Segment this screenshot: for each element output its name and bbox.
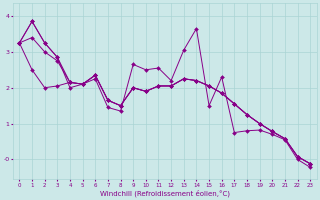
X-axis label: Windchill (Refroidissement éolien,°C): Windchill (Refroidissement éolien,°C) xyxy=(100,189,230,197)
